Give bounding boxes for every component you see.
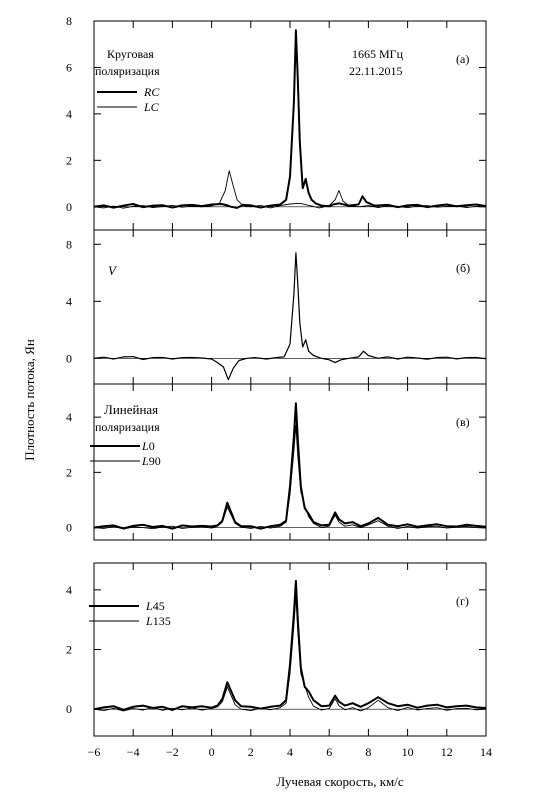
- y-tick-label: 0: [66, 200, 72, 214]
- legend-label: LC: [143, 100, 160, 114]
- panel-2: 0 4 8 (б) V: [66, 229, 487, 385]
- annotation-text: Линейная: [104, 402, 158, 417]
- legend-label: L45: [145, 599, 165, 613]
- annotation-text: поляризация: [95, 64, 160, 78]
- y-tick-label: 4: [66, 294, 72, 308]
- legend-label: L135: [145, 614, 171, 628]
- panel-label: (г): [456, 594, 469, 608]
- y-tick-label: 2: [66, 153, 72, 167]
- y-tick-label: 8: [66, 237, 72, 251]
- plot-frame: [93, 562, 487, 737]
- series-line-v: [93, 252, 487, 381]
- date-text: 22.11.2015: [349, 64, 403, 78]
- x-tick-label: 8: [365, 745, 371, 759]
- y-tick-label: 4: [66, 107, 72, 121]
- x-tick-label: 12: [441, 745, 453, 759]
- x-tick-label: 4: [287, 745, 293, 759]
- plot-frame: [93, 229, 487, 385]
- x-tick-label: −2: [166, 745, 179, 759]
- panels: 0 2 4 6 8 (а) Круговая поляризация 1665 МГц 22.11…: [66, 14, 492, 759]
- frequency-text: 1665 МГц: [352, 47, 404, 61]
- legend-label: L90: [141, 454, 161, 468]
- series-line-l90: [93, 424, 487, 530]
- panel-1: 0 2 4 6 8 (а) Круговая поляризация 1665 МГц 22.11…: [66, 14, 487, 231]
- y-tick-label: 4: [66, 583, 72, 597]
- annotation-text: V: [108, 263, 118, 278]
- panel-label: (б): [456, 261, 470, 275]
- x-tick-label: 10: [402, 745, 414, 759]
- x-tick-label: 6: [326, 745, 332, 759]
- annotation-text: поляризация: [95, 420, 160, 434]
- x-axis-label: Лучевая скорость, км/с: [276, 774, 404, 789]
- legend-label: RC: [143, 85, 160, 99]
- x-tick-label: 2: [248, 745, 254, 759]
- series-line-lc: [93, 170, 487, 209]
- y-tick-label: 0: [66, 521, 72, 535]
- x-tick-label: 0: [209, 745, 215, 759]
- y-tick-label: 4: [66, 410, 72, 424]
- y-axis-label: Плотность потока, Ян: [22, 339, 37, 461]
- y-tick-label: 2: [66, 643, 72, 657]
- y-tick-label: 6: [66, 60, 72, 74]
- panel-label: (а): [456, 52, 469, 66]
- x-tick-label: 14: [480, 745, 492, 759]
- series-line-l135: [93, 595, 487, 712]
- y-tick-label: 2: [66, 465, 72, 479]
- y-tick-label: 8: [66, 14, 72, 28]
- x-tick-label: −4: [127, 745, 140, 759]
- series-line-l45: [93, 579, 487, 711]
- annotation-text: Круговая: [107, 47, 154, 61]
- y-tick-label: 0: [66, 702, 72, 716]
- y-tick-label: 0: [66, 351, 72, 365]
- x-tick-label: −6: [88, 745, 101, 759]
- panel-label: (в): [456, 415, 470, 429]
- legend-label: L0: [141, 439, 155, 453]
